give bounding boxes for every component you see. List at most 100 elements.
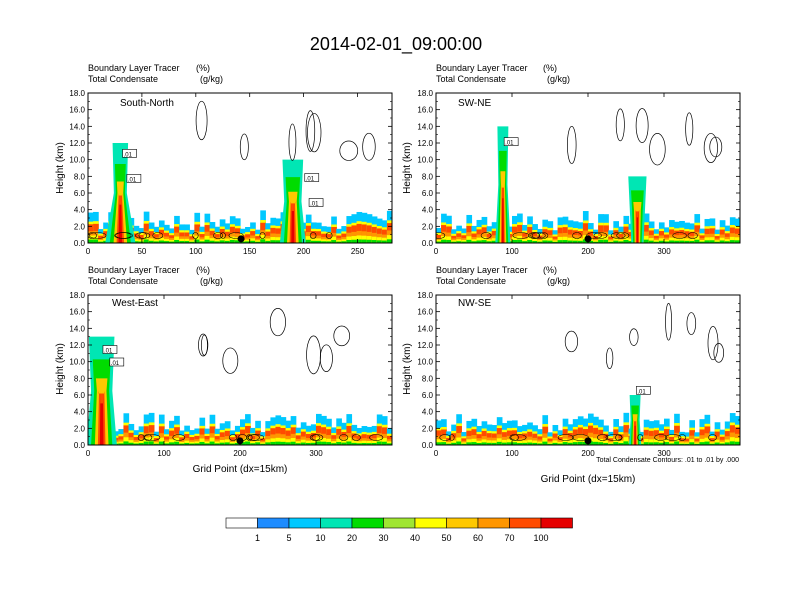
condensate-contour — [615, 108, 625, 142]
heatmap-area: .01 .01 .01 .01 0.0 2.0 4.0 6.0 8.0 10.0 12.0 14.0 1… — [69, 89, 393, 256]
plume-shape — [636, 209, 639, 243]
tracer-band — [290, 438, 297, 445]
tracer-band — [694, 443, 701, 445]
tracer-band — [174, 239, 180, 243]
y-tick-label: 14.0 — [69, 122, 85, 131]
tracer-band — [386, 235, 392, 243]
tracer-band — [331, 443, 337, 445]
tracer-band — [552, 440, 559, 445]
tracer-band — [466, 442, 473, 445]
colorbar-label: 5 — [286, 533, 291, 543]
tracer-band — [562, 442, 569, 445]
condensate-contour — [649, 133, 666, 166]
tracer-band — [537, 240, 543, 243]
tracer-band — [371, 236, 378, 243]
tracer-band — [653, 442, 660, 445]
tracer-band — [326, 442, 332, 445]
condensate-contour — [213, 232, 224, 239]
tracer-band — [250, 240, 256, 243]
tracer-band — [618, 239, 625, 243]
tracer-band — [209, 441, 216, 445]
colorbar-swatch — [351, 517, 384, 529]
panel-units-condensate: (g/kg) — [547, 74, 570, 84]
tracer-band — [542, 437, 549, 445]
condensate-contour — [510, 434, 527, 441]
tracer-band — [275, 441, 282, 445]
condensate-contour — [309, 434, 321, 441]
field-layer: .01 — [436, 108, 740, 243]
tracer-band — [456, 239, 462, 243]
tracer-band — [209, 437, 216, 445]
tracer-band — [674, 437, 680, 445]
condensate-contour — [709, 136, 723, 158]
location-marker — [584, 437, 592, 445]
tracer-band — [224, 442, 231, 445]
condensate-contour — [672, 232, 687, 239]
tracer-band — [557, 236, 564, 243]
condensate-contour — [339, 140, 359, 161]
tracer-band — [169, 442, 175, 445]
tracer-band — [446, 442, 452, 445]
tracer-band — [164, 443, 170, 445]
condensate-contour — [309, 232, 317, 239]
y-axis-label: Height (km) — [55, 142, 66, 194]
tracer-band — [184, 241, 190, 243]
tracer-band — [527, 442, 533, 445]
tracer-band — [366, 443, 373, 445]
tracer-band — [133, 443, 140, 445]
contour-label-box — [636, 386, 651, 395]
panel-title: South-North — [120, 98, 174, 109]
x-tick-label: 100 — [505, 247, 519, 256]
tracer-band — [461, 239, 467, 243]
tracer-band — [613, 237, 619, 243]
tracer-band — [724, 239, 731, 243]
tracer-band — [618, 241, 625, 243]
panel-label-tracer: Boundary Layer Tracer — [436, 265, 528, 275]
tracer-band — [527, 240, 533, 243]
tracer-band — [451, 440, 457, 445]
tracer-band — [179, 238, 185, 243]
tracer-band — [341, 442, 347, 445]
tracer-band — [331, 441, 337, 445]
tracer-band — [138, 443, 145, 445]
condensate-contour — [616, 232, 630, 239]
y-tick-label: 10.0 — [417, 358, 433, 367]
panel-label-condensate: Total Condensate — [436, 74, 506, 84]
plume-shape — [118, 193, 123, 243]
condensate-contour — [288, 123, 297, 161]
tracer-band — [98, 241, 104, 243]
contour-label-box — [304, 173, 320, 182]
tracer-band — [169, 241, 175, 243]
tracer-band — [148, 437, 155, 445]
tracer-band — [321, 437, 327, 445]
tracer-band — [466, 236, 473, 243]
tracer-band — [577, 238, 584, 243]
x-tick-label: 200 — [297, 247, 311, 256]
tracer-band — [593, 241, 599, 243]
tracer-band — [471, 438, 478, 445]
tracer-band — [245, 241, 251, 243]
tracer-band — [351, 440, 358, 445]
tracer-band — [699, 438, 706, 445]
y-tick-label: 6.0 — [74, 189, 86, 198]
condensate-contour — [708, 434, 717, 441]
tracer-band — [537, 441, 543, 445]
contour-label: .01 — [111, 361, 120, 367]
condensate-contour — [195, 100, 208, 141]
y-tick-label: 0.0 — [74, 441, 86, 450]
tracer-band — [361, 239, 368, 243]
tracer-band — [689, 442, 695, 445]
tracer-band — [356, 235, 363, 243]
panel-label-tracer: Boundary Layer Tracer — [88, 63, 180, 73]
tracer-band — [603, 442, 609, 445]
tracer-band — [517, 443, 523, 445]
tracer-band — [704, 237, 711, 243]
tracer-band — [169, 239, 175, 243]
tracer-band — [562, 438, 569, 445]
tracer-band — [169, 439, 175, 445]
colorbar-label: 100 — [533, 533, 548, 543]
tracer-band — [158, 237, 165, 243]
tracer-band — [275, 240, 282, 243]
tracer-band — [153, 443, 160, 445]
tracer-band — [734, 237, 740, 243]
